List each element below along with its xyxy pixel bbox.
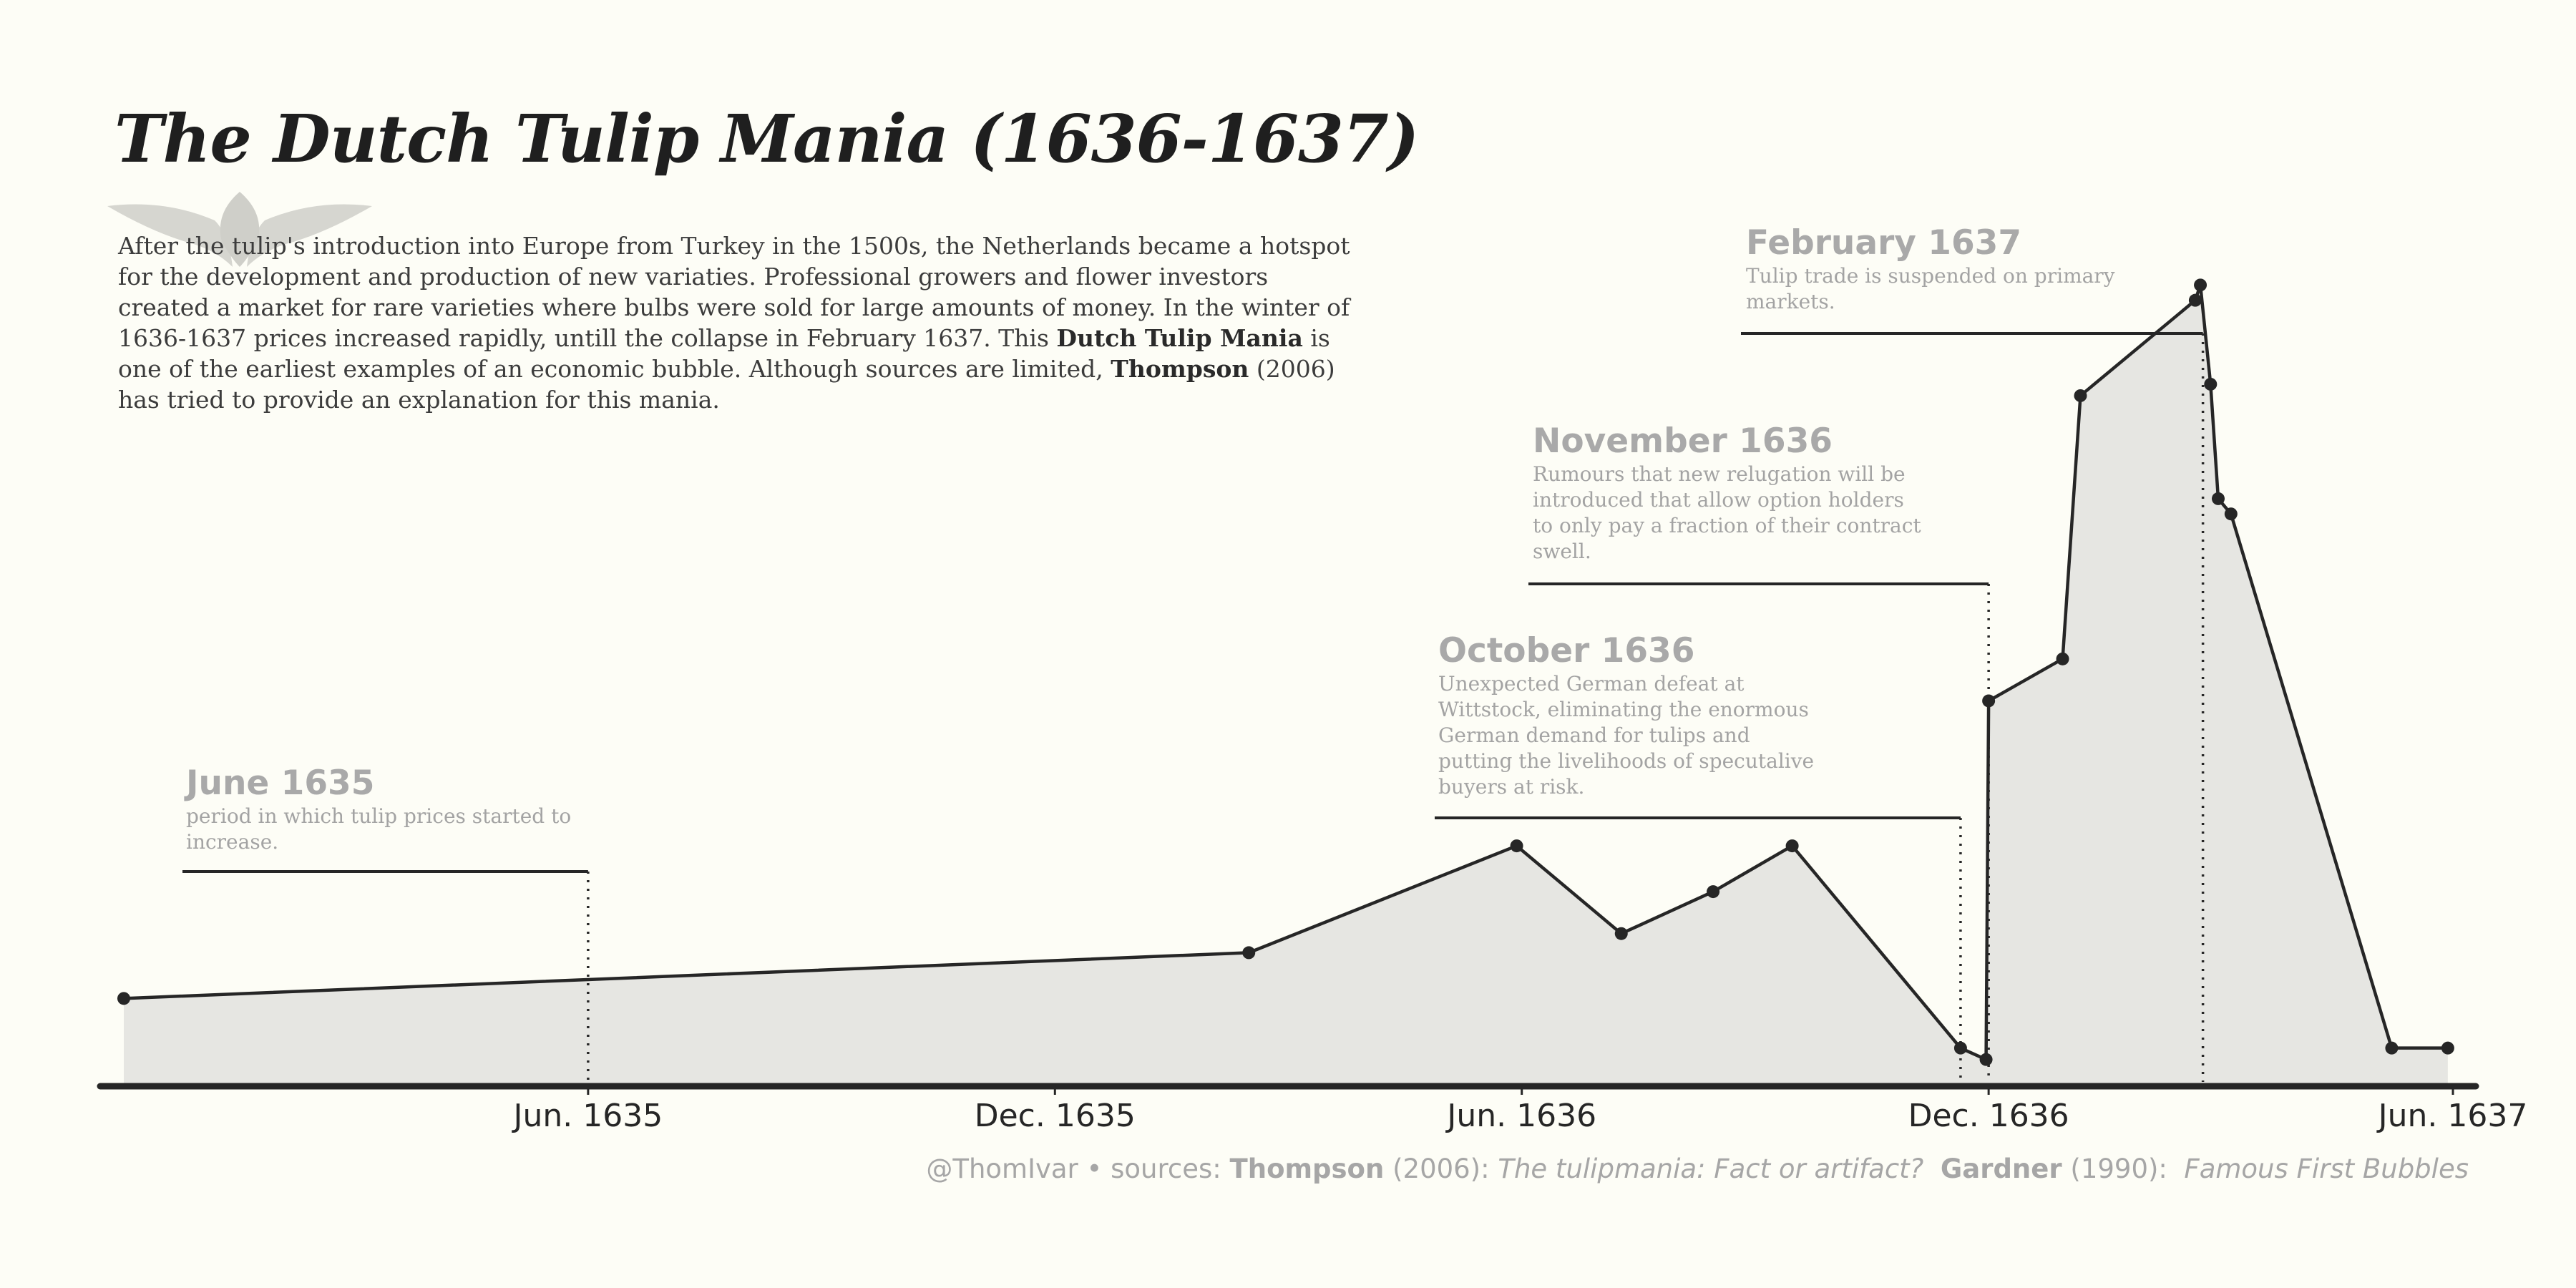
data-point-9 xyxy=(2056,652,2069,665)
intro-text-1: After the tulip's introduction into Euro… xyxy=(118,232,1350,352)
footer-source2-author: Gardner xyxy=(1940,1153,2062,1184)
source-footer: @ThomIvar • sources: Thompson (2006): Th… xyxy=(926,1153,2469,1184)
data-point-0 xyxy=(117,992,130,1005)
intro-bold-dutch-tulip-mania: Dutch Tulip Mania xyxy=(1056,324,1303,352)
data-point-11 xyxy=(2188,293,2202,307)
annotation-title-3: February 1637 xyxy=(1746,223,2021,263)
data-point-6 xyxy=(1953,1041,1967,1055)
data-point-14 xyxy=(2212,492,2225,505)
annotation-text-1-2: German demand for tulips and xyxy=(1438,723,1750,747)
data-point-3 xyxy=(1614,927,1628,940)
data-point-4 xyxy=(1707,885,1720,899)
data-point-13 xyxy=(2204,377,2218,391)
annotation-text-2-2: to only pay a fraction of their contract xyxy=(1533,514,1921,537)
data-point-17 xyxy=(2441,1041,2454,1055)
annotation-text-3-0: Tulip trade is suspended on primary xyxy=(1746,264,2115,288)
data-point-7 xyxy=(1979,1053,1993,1066)
footer-source2-title: Famous First Bubbles xyxy=(2184,1153,2469,1184)
data-point-15 xyxy=(2224,507,2238,521)
annotation-text-2-3: swell. xyxy=(1533,540,1591,563)
x-tick-label-3: Dec. 1636 xyxy=(1908,1098,2069,1134)
footer-source1-title: The tulipmania: Fact or artifact? xyxy=(1498,1153,1924,1184)
footer-source2-year: (1990): xyxy=(2062,1153,2176,1184)
x-tick-label-2: Jun. 1636 xyxy=(1445,1098,1596,1134)
annotation-title-2: November 1636 xyxy=(1533,421,1833,461)
annotation-text-2-0: Rumours that new relugation will be xyxy=(1533,462,1906,486)
intro-paragraph: After the tulip's introduction into Euro… xyxy=(118,230,1363,415)
annotation-text-1-1: Wittstock, eliminating the enormous xyxy=(1438,698,1809,721)
data-point-5 xyxy=(1785,839,1799,853)
annotation-text-2-1: introduced that allow option holders xyxy=(1533,488,1904,512)
data-point-1 xyxy=(1242,946,1256,960)
x-tick-label-4: Jun. 1637 xyxy=(2376,1098,2528,1134)
footer-source1-year: (2006): xyxy=(1384,1153,1498,1184)
data-point-16 xyxy=(2385,1041,2399,1055)
data-point-8 xyxy=(1982,694,1996,708)
annotation-title-1: October 1636 xyxy=(1438,631,1694,670)
x-tick-label-1: Dec. 1635 xyxy=(975,1098,1136,1134)
annotation-text-1-4: buyers at risk. xyxy=(1438,775,1584,799)
data-point-10 xyxy=(2074,389,2087,402)
annotation-title-0: June 1635 xyxy=(184,763,374,803)
annotation-text-1-0: Unexpected German defeat at xyxy=(1438,672,1745,696)
annotation-text-1-3: putting the livelihoods of specutalive xyxy=(1438,749,1814,773)
page-title: The Dutch Tulip Mania (1636-1637) xyxy=(114,100,1419,177)
price-area xyxy=(124,285,2448,1087)
annotation-text-3-1: markets. xyxy=(1746,290,1835,313)
footer-handle: @ThomIvar • sources: xyxy=(926,1153,1230,1184)
intro-text-2: is one of the earliest examples of an ec… xyxy=(118,324,1330,383)
x-tick-label-0: Jun. 1635 xyxy=(512,1098,663,1134)
intro-bold-thompson: Thompson xyxy=(1111,355,1249,383)
tulip-logo-icon xyxy=(107,192,372,267)
annotation-text-0-1: increase. xyxy=(186,830,278,854)
footer-source1-author: Thompson xyxy=(1229,1153,1385,1184)
data-point-12 xyxy=(2194,278,2207,292)
annotation-text-0-0: period in which tulip prices started to xyxy=(186,804,571,828)
data-point-2 xyxy=(1510,839,1523,853)
intro-text-3: (2006) has tried to provide an explanati… xyxy=(118,355,1335,414)
